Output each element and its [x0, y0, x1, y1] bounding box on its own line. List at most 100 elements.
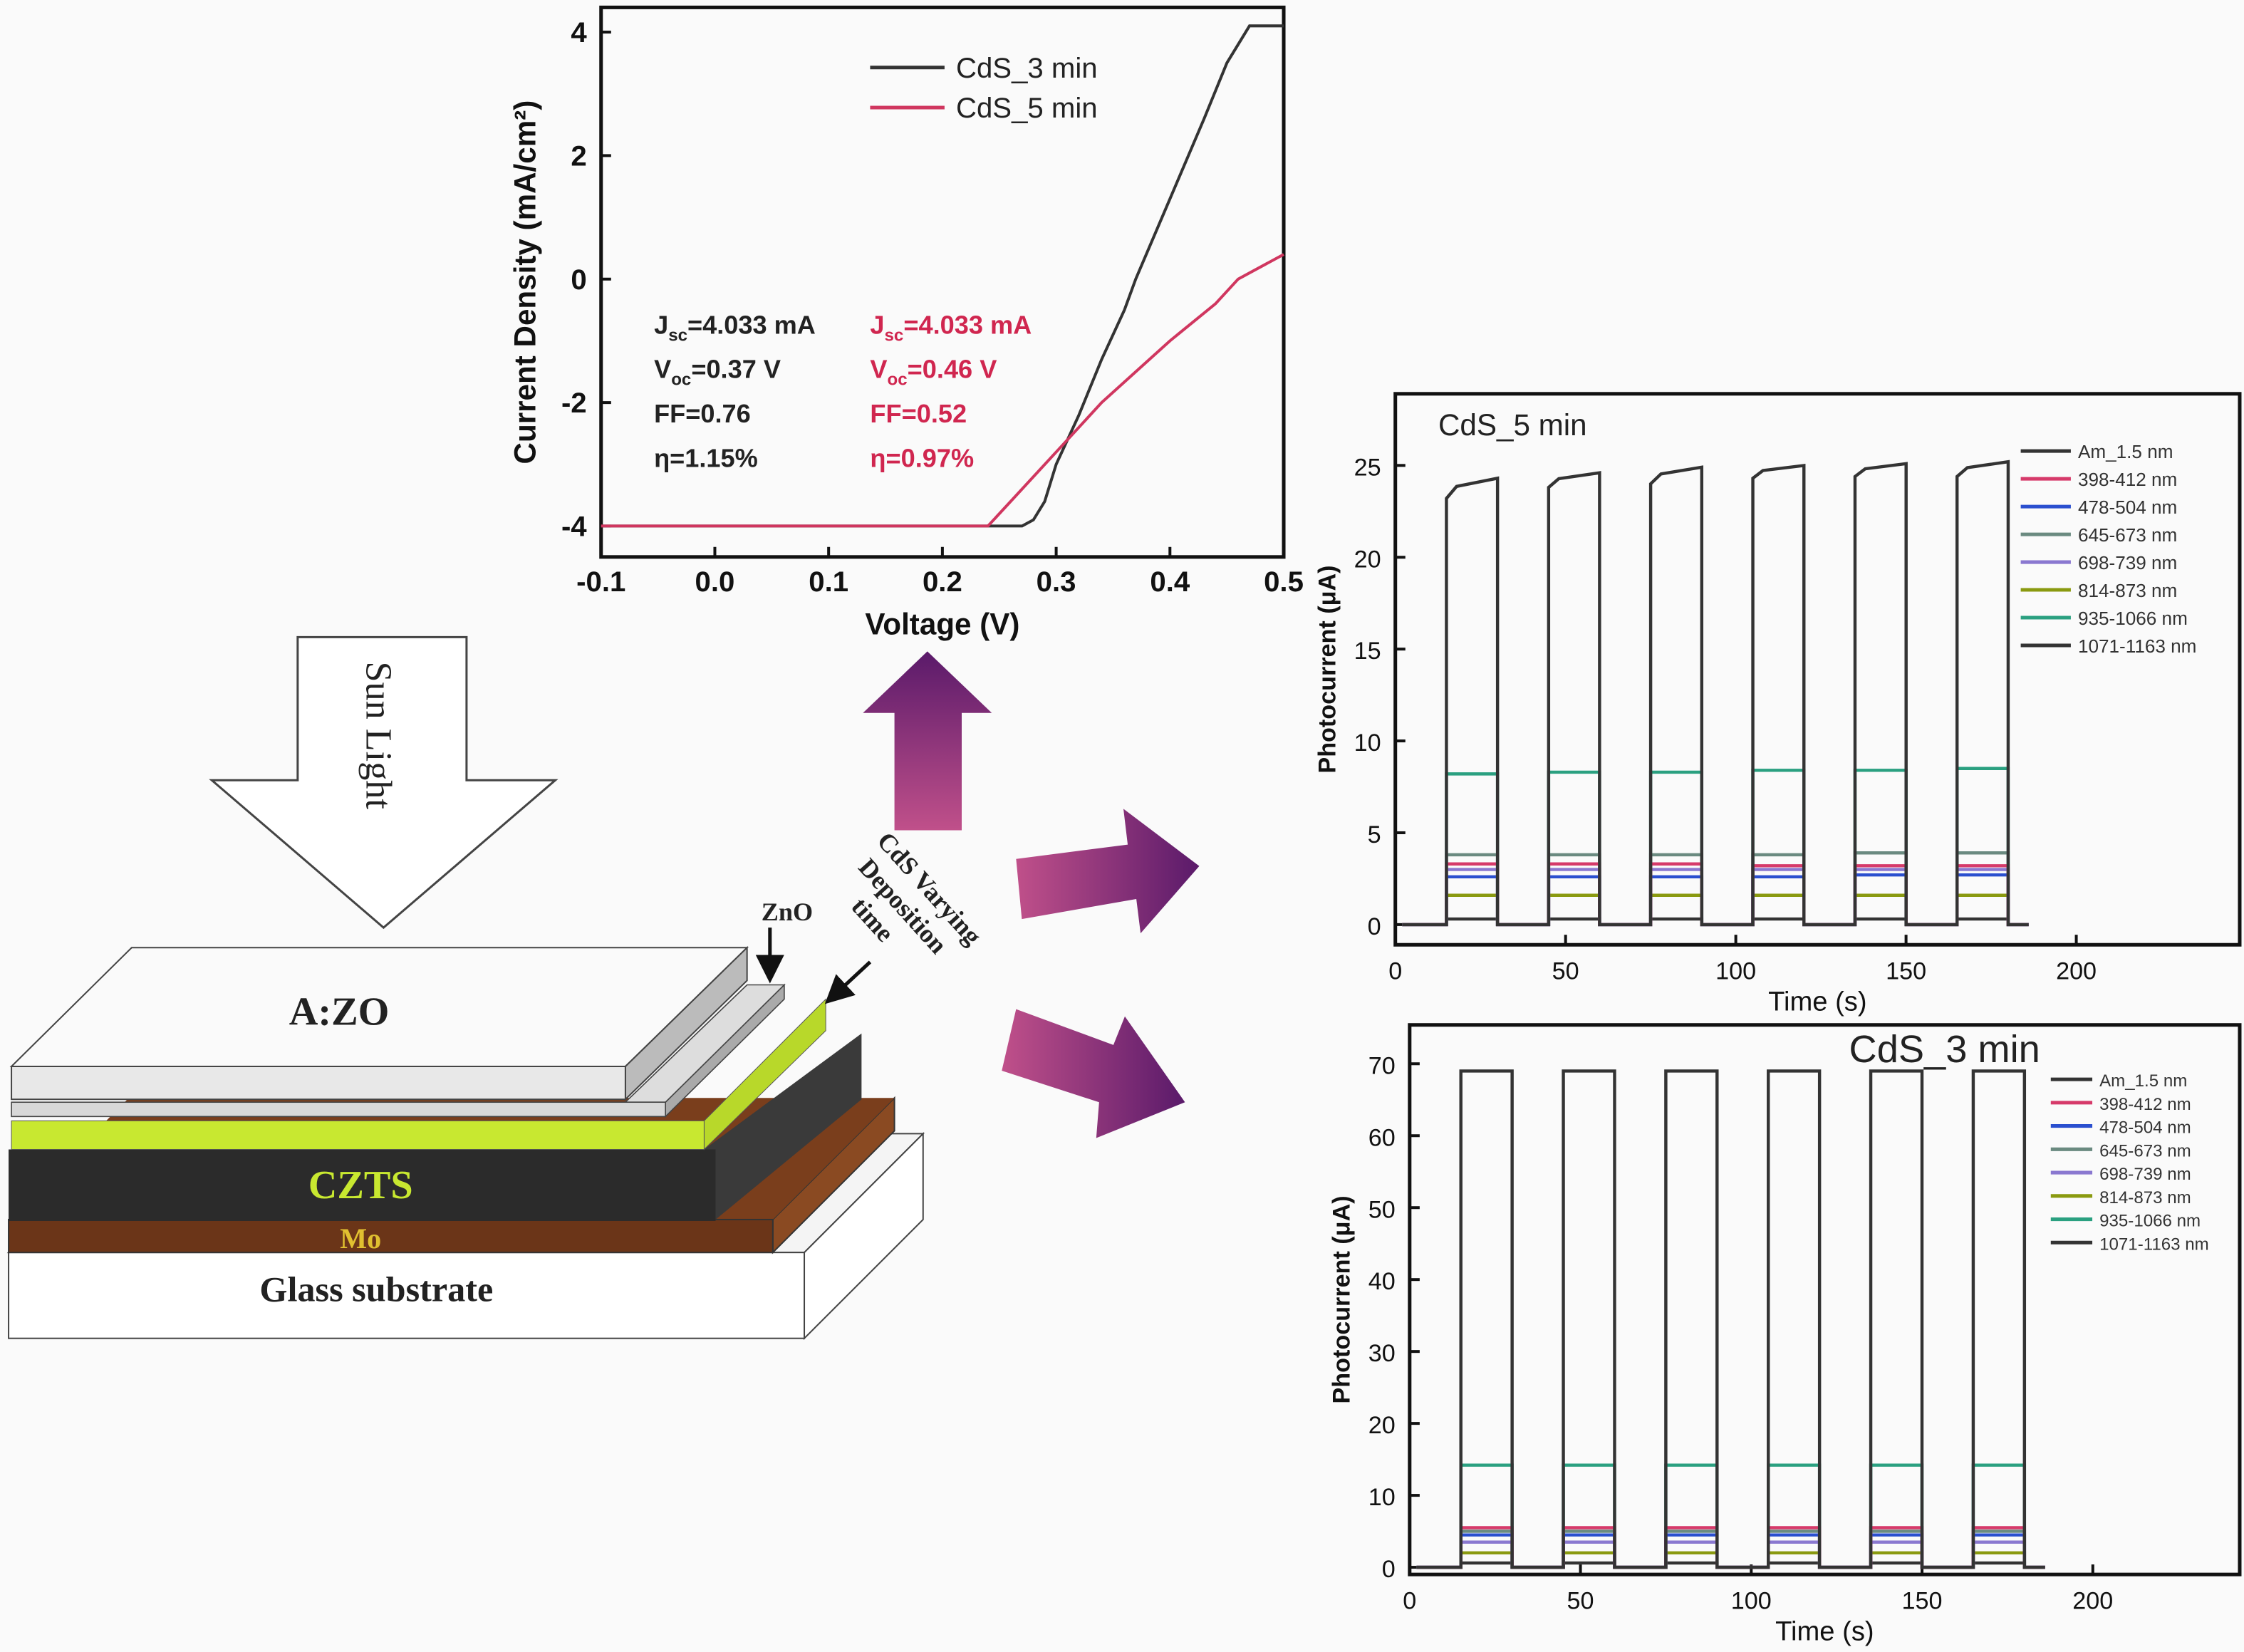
- y-tick-label: 40: [1368, 1268, 1396, 1295]
- param-subscript: oc: [671, 370, 691, 390]
- chart-title: CdS_5 min: [1438, 408, 1587, 442]
- parameter-annotation: FF=0.52: [870, 399, 967, 428]
- cds-pointer-arrow-icon: [824, 960, 872, 1004]
- x-tick-label: 50: [1552, 957, 1579, 985]
- param-value: =4.033 mA: [687, 310, 816, 339]
- legend-label: 1071-1163 nm: [2099, 1235, 2209, 1254]
- legend-label: 814-873 nm: [2099, 1188, 2191, 1207]
- x-tick-label: 150: [1886, 957, 1926, 985]
- x-tick-label: 0: [1403, 1587, 1416, 1614]
- y-tick-label: 50: [1368, 1196, 1396, 1223]
- param-value: =4.033 mA: [903, 310, 1032, 339]
- cds-annotation: CdS Varying Deposition time: [846, 826, 987, 959]
- chart-0: -0.1 0.0 0.1 0.2 0.3 0.4 0.5 -4 -2 0 2 4 Voltage (V)…: [508, 5, 1304, 640]
- x-tick-label: 0.0: [695, 566, 735, 598]
- series-line-1: [601, 253, 1284, 528]
- x-axis-label: Time (s): [1768, 987, 1866, 1017]
- legend-label: 698-739 nm: [2078, 552, 2177, 573]
- param-main: η=0.97%: [870, 443, 974, 472]
- y-axis-label: Photocurrent (μA): [1328, 1195, 1355, 1403]
- charts: -0.1 0.0 0.1 0.2 0.3 0.4 0.5 -4 -2 0 2 4 Voltage (V)…: [508, 5, 2242, 1647]
- y-tick-label: 10: [1368, 1484, 1396, 1511]
- sun-light-arrow-icon: [209, 635, 559, 930]
- chart-2: 0 50 100 150 200 0 10 20 30 40 50 60 70 Time (s) Photo…: [1328, 1023, 2242, 1647]
- y-axis-label: Current Density (mA/cm²): [508, 100, 541, 464]
- x-tick-label: 100: [1715, 957, 1756, 985]
- x-tick-label: 200: [2056, 957, 2097, 985]
- czts-layer: [9, 1149, 716, 1221]
- x-tick-label: 0.4: [1150, 566, 1190, 598]
- y-tick-label: 0: [1382, 1556, 1396, 1583]
- legend-label: 814-873 nm: [2078, 580, 2177, 601]
- series-line-0: [1402, 459, 2029, 927]
- legend-label: 935-1066 nm: [2099, 1212, 2201, 1231]
- y-tick-label: 70: [1368, 1052, 1396, 1079]
- y-tick-label: 10: [1354, 729, 1381, 757]
- legend-label: CdS_5 min: [956, 92, 1098, 124]
- legend-label: 1071-1163 nm: [2078, 635, 2196, 657]
- parameter-annotation: η=0.97%: [870, 443, 974, 472]
- y-tick-label: 30: [1368, 1340, 1396, 1367]
- plot-frame: [1393, 392, 2242, 947]
- czts-label: CZTS: [308, 1163, 413, 1207]
- y-axis-label: Photocurrent (μA): [1314, 565, 1341, 773]
- zno-layer: [11, 1101, 666, 1118]
- y-tick-label: 4: [571, 16, 587, 48]
- param-subscript: oc: [888, 370, 908, 390]
- legend-label: 645-673 nm: [2099, 1141, 2191, 1160]
- arrow-right-top-icon: [1016, 809, 1200, 934]
- y-tick-label: 0: [571, 264, 586, 296]
- param-main: FF=0.76: [654, 399, 751, 428]
- y-tick-label: -4: [561, 511, 587, 543]
- parameter-annotation: η=1.15%: [654, 443, 758, 472]
- x-tick-label: 0.5: [1264, 566, 1304, 598]
- x-tick-label: 0.1: [809, 566, 848, 598]
- sun-light-label: Sun Light: [358, 661, 399, 809]
- param-main: FF=0.52: [870, 399, 967, 428]
- legend-label: 698-739 nm: [2099, 1165, 2191, 1184]
- legend-label: 645-673 nm: [2078, 524, 2177, 546]
- arrow-right-bottom-icon: [1002, 1009, 1185, 1138]
- chart-1: 0 50 100 150 200 0 5 10 15 20 25 Time (s) Photocurre…: [1314, 392, 2242, 1017]
- legend-label: 478-504 nm: [2099, 1118, 2191, 1138]
- param-value: =0.37 V: [691, 355, 781, 384]
- plot-frame: [599, 5, 1286, 559]
- x-tick-label: 0: [1388, 957, 1402, 985]
- parameter-annotation: FF=0.76: [654, 399, 751, 428]
- param-subscript: sc: [885, 326, 904, 345]
- x-tick-label: 150: [1902, 1587, 1943, 1614]
- y-tick-label: 60: [1368, 1124, 1396, 1151]
- y-tick-label: -2: [561, 387, 587, 419]
- y-tick-label: 5: [1368, 821, 1381, 848]
- x-tick-label: 100: [1731, 1587, 1772, 1614]
- azo-label: A:ZO: [289, 990, 390, 1034]
- plot-frame: [1408, 1023, 2242, 1576]
- x-tick-label: 0.3: [1037, 566, 1076, 598]
- param-main: η=1.15%: [654, 443, 758, 472]
- param-main: J: [870, 310, 884, 339]
- param-main: J: [654, 310, 668, 339]
- parameter-annotation: Jsc=4.033 mA: [870, 310, 1032, 345]
- zno-label: ZnO: [762, 898, 813, 926]
- mo-layer: [8, 1218, 774, 1254]
- x-tick-label: -0.1: [576, 566, 625, 598]
- chart-title: CdS_3 min: [1849, 1028, 2040, 1071]
- parameter-annotation: Jsc=4.033 mA: [654, 310, 816, 345]
- series-line-0: [601, 24, 1284, 528]
- x-tick-label: 50: [1567, 1587, 1594, 1614]
- parameter-annotation: Voc=0.37 V: [654, 355, 781, 390]
- x-tick-label: 0.2: [923, 566, 962, 598]
- param-subscript: sc: [668, 326, 687, 345]
- device-diagram: Sun Light A:ZO ZnO CZTS Mo Glass substra…: [6, 635, 1200, 1341]
- y-tick-label: 20: [1354, 546, 1381, 573]
- mo-label: Mo: [340, 1222, 381, 1254]
- legend-label: 398-412 nm: [2078, 469, 2177, 490]
- arrow-up-icon: [863, 651, 992, 831]
- param-main: V: [870, 355, 887, 384]
- y-tick-label: 20: [1368, 1412, 1396, 1439]
- param-value: =0.46 V: [908, 355, 997, 384]
- azo-layer: [11, 1065, 626, 1101]
- x-tick-label: 200: [2072, 1587, 2113, 1614]
